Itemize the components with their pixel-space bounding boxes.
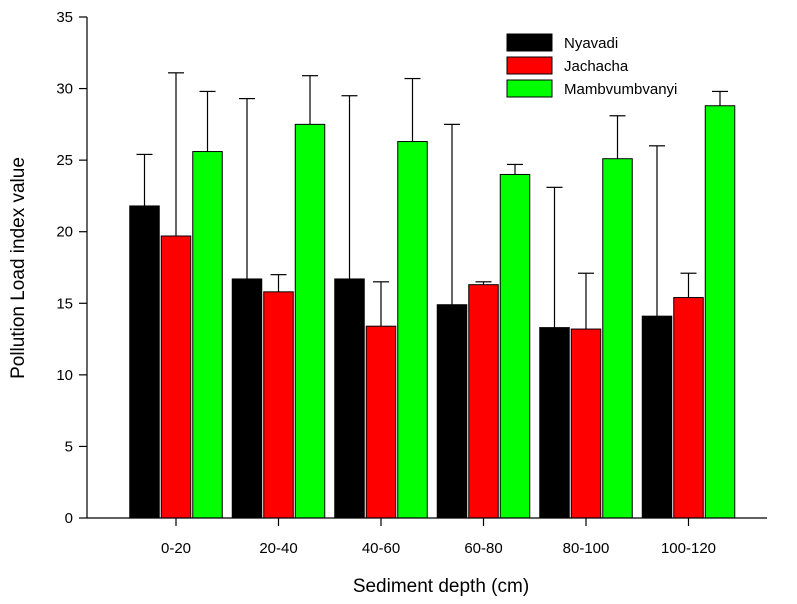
legend-label-mambvumbvanyi: Mambvumbvanyi (564, 81, 677, 98)
legend-swatch-jachacha (506, 56, 553, 75)
bar-nyavadi-0-20 (129, 205, 160, 519)
legend-label-nyavadi: Nyavadi (564, 35, 618, 52)
bar-nyavadi-80-100 (539, 327, 570, 519)
axes-layer (86, 17, 767, 519)
bar-jachacha-0-20 (160, 235, 192, 519)
x-tick-label: 80-100 (563, 540, 610, 557)
y-axis-title: Pollution Load index value (8, 157, 29, 379)
y-tick-label: 10 (56, 367, 73, 384)
x-tick-label: 0-20 (161, 540, 191, 557)
error-bars-layer (136, 72, 728, 330)
bar-jachacha-20-40 (263, 291, 294, 519)
y-tick-label: 15 (56, 295, 73, 312)
bar-nyavadi-40-60 (334, 278, 365, 519)
bar-jachacha-80-100 (570, 328, 602, 519)
bar-mambvumbvanyi-100-120 (704, 105, 736, 519)
y-tick-label: 0 (65, 510, 73, 527)
bar-mambvumbvanyi-80-100 (602, 158, 633, 519)
bar-mambvumbvanyi-60-80 (499, 173, 531, 519)
y-tick-label: 30 (56, 81, 73, 98)
y-tick-label: 25 (56, 152, 73, 169)
bar-mambvumbvanyi-0-20 (192, 151, 223, 519)
legend-label-jachacha: Jachacha (564, 58, 629, 75)
x-tick-label: 100-120 (661, 540, 716, 557)
bar-mambvumbvanyi-40-60 (397, 141, 428, 519)
y-tick-label: 20 (56, 224, 73, 241)
bars-layer (129, 105, 736, 519)
bar-jachacha-60-80 (468, 284, 499, 519)
bar-mambvumbvanyi-20-40 (294, 123, 326, 519)
legend-swatch-nyavadi (506, 33, 553, 52)
y-tick-label: 5 (65, 438, 73, 455)
legend: Nyavadi Jachacha Mambvumbvanyi (506, 33, 677, 98)
y-tick-label: 35 (56, 9, 73, 26)
bar-nyavadi-100-120 (641, 315, 673, 519)
bar-jachacha-40-60 (365, 325, 397, 519)
bar-jachacha-100-120 (673, 297, 704, 519)
legend-swatch-mambvumbvanyi (506, 79, 553, 98)
x-tick-label: 20-40 (259, 540, 297, 557)
bar-nyavadi-20-40 (231, 278, 263, 519)
bar-nyavadi-60-80 (436, 304, 468, 519)
x-tick-label: 60-80 (464, 540, 502, 557)
ticks-layer: 0-20 20-40 40-60 60-80 80-100 100-120 0 5 10 15 20… (56, 9, 716, 557)
x-axis-title: Sediment depth (cm) (353, 576, 529, 597)
x-tick-label: 40-60 (362, 540, 400, 557)
